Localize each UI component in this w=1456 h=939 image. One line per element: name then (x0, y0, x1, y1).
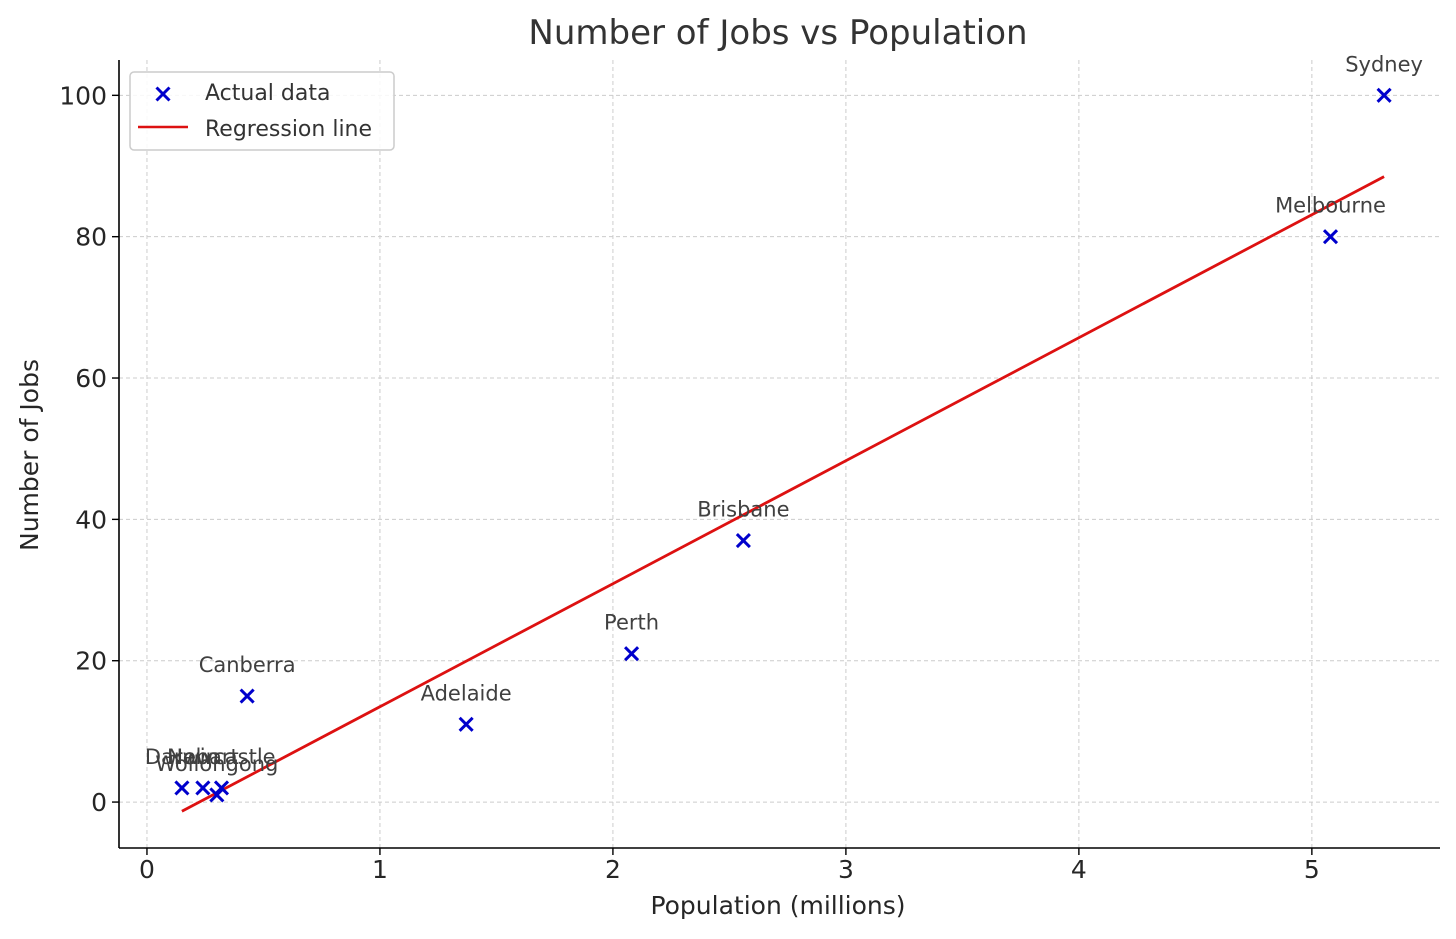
y-tick-label: 40 (75, 505, 107, 534)
axes (112, 60, 1440, 855)
marker-stroke (623, 646, 640, 662)
legend-marker-stroke (155, 86, 171, 102)
data-point-melbourne (1322, 229, 1339, 245)
point-label-sydney: Sydney (1345, 52, 1423, 76)
tick-labels: 0 1 2 3 4 5 0 20 40 60 80 100 (59, 81, 1320, 884)
data-point-wollongong (209, 787, 225, 803)
legend-label-regression-line: Regression line (205, 117, 372, 142)
marker-stroke (195, 780, 211, 796)
x-tick-label: 2 (605, 855, 621, 884)
marker-stroke (174, 780, 190, 796)
marker-stroke (213, 780, 230, 796)
x-tick-label: 3 (838, 855, 854, 884)
data-point-perth (623, 646, 640, 662)
legend-frame (129, 71, 395, 151)
marker-stroke (239, 688, 255, 704)
marker-stroke (735, 533, 751, 549)
point-label-perth: Perth (604, 611, 659, 635)
data-point-sydney (1376, 87, 1392, 103)
data-point-adelaide (458, 716, 474, 732)
point-label-darwin: Darwin (145, 745, 219, 769)
data-point-darwin (174, 780, 190, 796)
y-tick-label: 80 (75, 223, 107, 252)
point-label-brisbane: Brisbane (697, 498, 789, 522)
marker-stroke (209, 787, 225, 803)
regression-line (181, 175, 1385, 813)
point-label-adelaide: Adelaide (421, 681, 512, 705)
point-label-wollongong: Wollongong (155, 752, 278, 776)
point-label-hobart: Hobart (167, 745, 239, 769)
point-label-newcastle: Newcastle (167, 745, 275, 769)
legend-label-actual-data: Actual data (205, 81, 330, 106)
y-axis-label: Number of Jobs (15, 359, 44, 551)
data-point-layer (174, 87, 1392, 803)
point-label-layer: Sydney Melbourne Brisbane Perth Adelaide Canb… (145, 52, 1423, 776)
y-tick-label: 0 (91, 788, 107, 817)
point-label-melbourne: Melbourne (1275, 194, 1386, 218)
x-axis-label: Population (millions) (650, 891, 905, 920)
point-label-canberra: Canberra (199, 653, 296, 677)
y-tick-label: 60 (75, 364, 107, 393)
data-point-canberra (239, 688, 255, 704)
y-tick-label: 100 (59, 81, 107, 110)
x-tick-label: 4 (1071, 855, 1087, 884)
x-tick-label: 0 (139, 855, 155, 884)
data-point-hobart (195, 780, 211, 796)
y-tick-label: 20 (75, 647, 107, 676)
marker-stroke (458, 716, 474, 732)
regression-line-layer (181, 175, 1385, 813)
chart-title: Number of Jobs vs Population (528, 13, 1027, 53)
x-tick-label: 1 (372, 855, 388, 884)
legend-marker-actual-data (155, 86, 171, 102)
legend: Actual data Regression line (129, 71, 395, 151)
data-point-brisbane (735, 533, 751, 549)
x-tick-label: 5 (1304, 855, 1320, 884)
marker-stroke (1376, 87, 1392, 103)
data-point-newcastle (213, 780, 230, 796)
marker-stroke (1322, 229, 1339, 245)
